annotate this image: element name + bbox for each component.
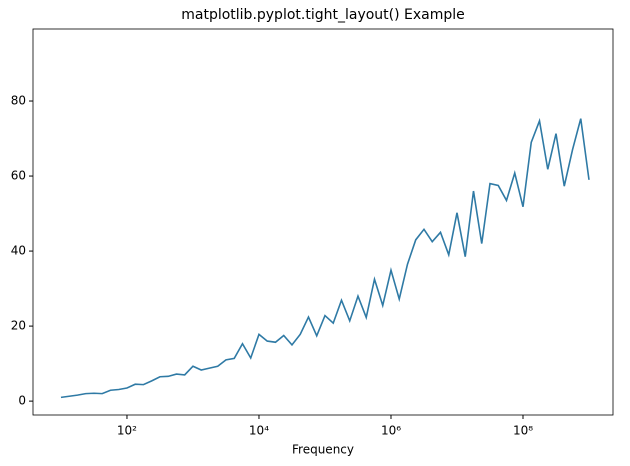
line bbox=[60, 117, 590, 399]
y-tick-label: 40 bbox=[11, 244, 26, 258]
x-axis-label: Frequency bbox=[292, 443, 354, 457]
x-tick-label: 10⁶ bbox=[381, 424, 401, 438]
y-tick-label: 20 bbox=[11, 319, 26, 333]
y-tick-label: 60 bbox=[11, 169, 26, 183]
y-tick-label: 0 bbox=[18, 394, 26, 408]
plot-frame bbox=[32, 28, 614, 416]
y-tick-label: 80 bbox=[11, 94, 26, 108]
x-tick-label: 10⁸ bbox=[513, 424, 533, 438]
chart-title: matplotlib.pyplot.tight_layout() Example bbox=[181, 7, 465, 23]
x-tick-label: 10⁴ bbox=[249, 424, 269, 438]
x-tick-label: 10² bbox=[117, 424, 137, 438]
